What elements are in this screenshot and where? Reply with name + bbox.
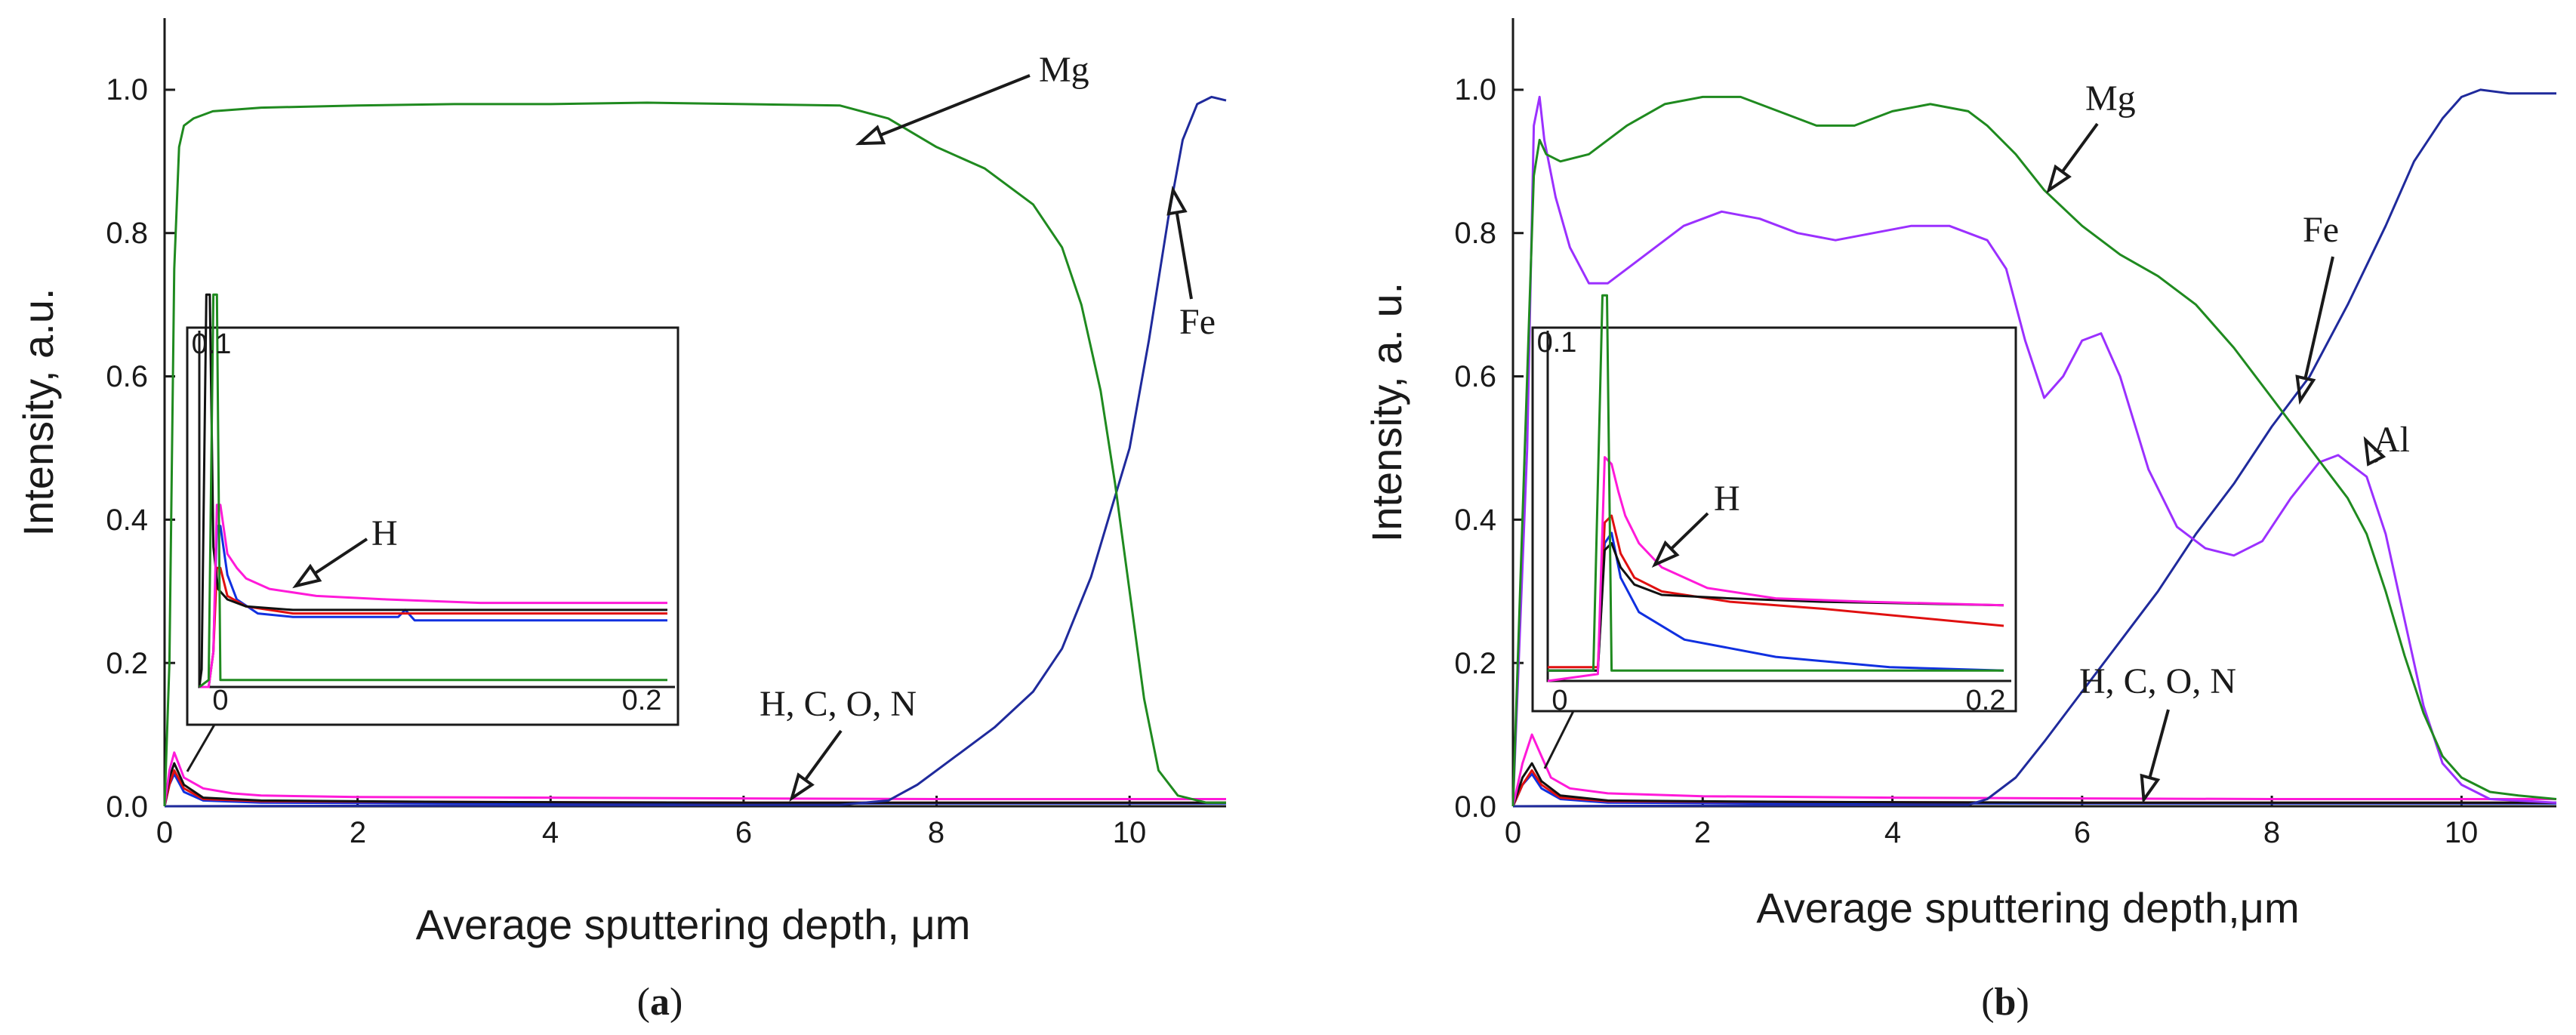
panel-b: 0.0 0.2 0.4 0.6 0.8 1.0 0 2 4 6 8 10 Mg … <box>1363 18 2557 1024</box>
panel-b-series-c-line <box>1511 762 2556 807</box>
panel-a-y-tick-label: 0.4 <box>106 504 148 537</box>
panel-a-x-tick-label: 6 <box>735 816 752 849</box>
panel-b-x-tick-label: 4 <box>1884 816 1901 849</box>
panel-b-h-label: H <box>1714 479 1740 519</box>
panel-a-inset-box <box>186 326 679 726</box>
panel-b-x-tick-label: 2 <box>1694 816 1711 849</box>
panel-a-inset-x-tick-label: 0 <box>212 685 228 716</box>
panel-b-mg-label: Mg <box>2085 79 2136 119</box>
panel-b-inset-y-tick-label: 0.1 <box>1537 327 1577 359</box>
panel-b-series <box>1511 88 2557 808</box>
panel-a: 0.0 0.2 0.4 0.6 0.8 1.0 0 2 4 6 8 10 Mg … <box>14 18 1227 1024</box>
panel-a-fe-label: Fe <box>1179 302 1216 342</box>
panel-b-x-tick-label: 0 <box>1505 816 1521 849</box>
panel-a-x-tick-label: 10 <box>1113 816 1147 849</box>
panel-a-x-tick-label: 4 <box>542 816 559 849</box>
panel-a-fe-arrow <box>1166 186 1193 300</box>
panel-a-caption-letter: a <box>650 981 670 1024</box>
panel-b-mg-arrow <box>2046 122 2099 194</box>
panel-a-hcon-arrow <box>789 729 843 802</box>
panel-a-series-c-line <box>163 762 1226 807</box>
panel-a-y-tick-label: 0.2 <box>106 647 148 680</box>
panel-a-inset-y-tick-label: 0.1 <box>192 328 232 360</box>
panel-b-y-tick-label: 0.4 <box>1454 504 1496 537</box>
panel-b-inset-x-tick-label: 0 <box>1551 685 1567 716</box>
panel-a-h-arrow <box>292 538 368 589</box>
panel-a-y-axis-title: Intensity, a.u. <box>14 288 62 537</box>
panel-b-fe-label: Fe <box>2303 210 2339 250</box>
panel-b-y-tick-label: 0.2 <box>1454 647 1496 680</box>
panel-a-x-tick-label: 0 <box>156 816 173 849</box>
panel-a-h-label: H <box>371 513 398 553</box>
panel-b-x-tick-label: 10 <box>2445 816 2479 849</box>
panel-a-mg-arrow <box>855 74 1031 146</box>
panel-a-mg-label: Mg <box>1039 50 1089 90</box>
panel-a-series-mg-line <box>163 101 1226 807</box>
panel-b-series-al-line <box>1511 95 2557 807</box>
panel-a-y-tick-label: 0.6 <box>106 360 148 393</box>
panel-b-caption: (b) <box>1981 981 2029 1024</box>
panel-b-al-arrow <box>2363 436 2386 467</box>
panel-a-x-tick-label: 2 <box>350 816 366 849</box>
panel-b-al-label: Al <box>2374 420 2410 460</box>
panel-b-inset-x-tick-label: 0.2 <box>1966 685 2006 716</box>
panel-b-y-axis-title: Intensity, a. u. <box>1363 282 1410 542</box>
panel-a-y-tick-label: 0.8 <box>106 217 148 250</box>
panel-b-series-fe-line <box>1512 88 2556 808</box>
panel-b-x-axis-title: Average sputtering depth,μm <box>1756 884 2299 932</box>
panel-b-y-tick-label: 0.8 <box>1454 217 1496 250</box>
panel-a-y-tick-label: 0.0 <box>106 790 148 824</box>
panel-b-inset-c-line <box>1548 542 2004 672</box>
panel-a-series <box>163 95 1227 808</box>
panel-b-inset-connector <box>1543 710 1608 769</box>
panel-b-series-mg-line <box>1511 95 2557 807</box>
panel-a-x-axis-title: Average sputtering depth, μm <box>416 901 971 948</box>
panel-a-caption: (a) <box>637 981 683 1024</box>
panel-b-y-tick-label: 1.0 <box>1454 73 1496 106</box>
panel-b-inset-h-line <box>1547 456 2004 682</box>
panel-b-y-tick-label: 0.6 <box>1454 360 1496 393</box>
panel-b-inset-mg-line <box>1548 294 2004 672</box>
panel-a-series-h-line <box>163 751 1226 807</box>
panel-b-x-tick-label: 6 <box>2074 816 2091 849</box>
panel-a-inset-mg-line <box>199 293 667 688</box>
panel-a-inset-connector <box>186 723 267 772</box>
panel-a-x-tick-label: 8 <box>928 816 944 849</box>
panel-b-series-h-line <box>1511 733 2556 807</box>
panel-a-inset <box>198 293 675 688</box>
panel-b-x-tick-label: 8 <box>2263 816 2280 849</box>
panel-b-inset-box <box>1531 326 2017 713</box>
panel-b-inset <box>1546 294 2011 682</box>
panel-a-series-fe-line <box>164 95 1227 808</box>
panel-b-caption-letter: b <box>1995 981 2017 1024</box>
panel-a-hcon-label: H, C, O, N <box>760 684 917 724</box>
panel-b-h-arrow <box>1651 512 1709 568</box>
panel-a-inset-h-line <box>199 504 667 688</box>
panel-a-inset-x-tick-label: 0.2 <box>622 685 662 716</box>
panel-a-inset-c-line <box>198 293 667 688</box>
panel-a-y-tick-label: 1.0 <box>106 73 148 106</box>
panel-b-fe-arrow <box>2295 256 2334 405</box>
panel-b-y-tick-label: 0.0 <box>1454 790 1496 824</box>
panel-b-hcon-label: H, C, O, N <box>2079 661 2236 701</box>
panel-b-hcon-arrow <box>2140 709 2170 804</box>
